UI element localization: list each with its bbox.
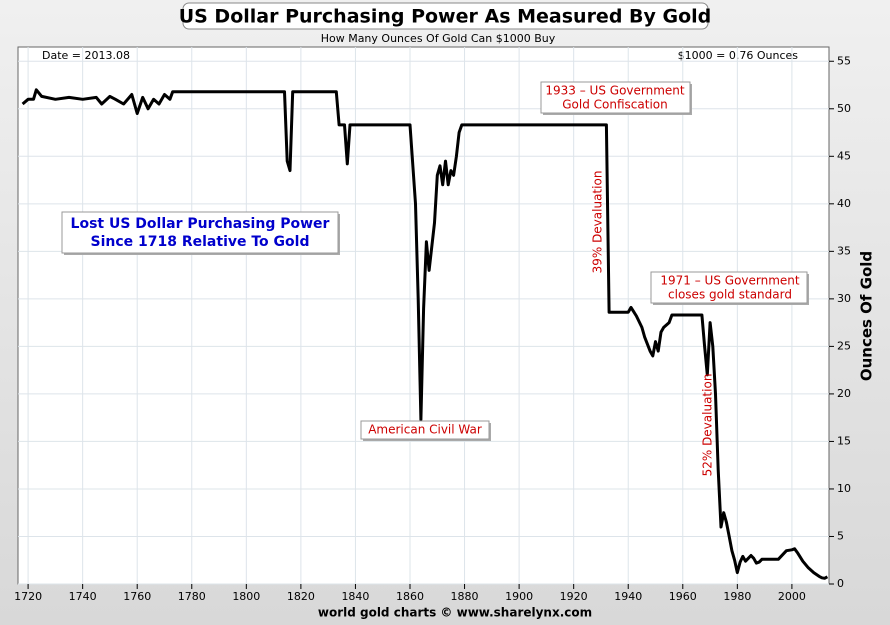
annotation: 1971 – US Government [660,274,800,288]
title-box [182,2,709,30]
annotation: 52% Devaluation [701,374,715,477]
annotation: 39% Devaluation [591,171,605,274]
x-tick-label: 1780 [178,590,206,603]
x-tick-label: 2000 [778,590,806,603]
y-tick-label: 5 [837,529,844,542]
source: world gold charts © www.sharelynx.com [318,606,592,620]
data-line [21,88,829,580]
x-tick-label: 1820 [287,590,315,603]
y-tick-label: 40 [837,197,851,210]
y-tick-label: 15 [837,434,851,447]
y-tick-label: 10 [837,482,851,495]
annotation: 1933 – US Government [545,84,685,98]
x-tick-label: 1880 [451,590,479,603]
subtitle: How Many Ounces Of Gold Can $1000 Buy [321,32,556,45]
x-tick-label: 1800 [232,590,260,603]
annotation: Since 1718 Relative To Gold [91,234,310,250]
x-tick-label: 1720 [14,590,42,603]
y-tick-label: 50 [837,102,851,115]
x-tick-label: 1760 [123,590,151,603]
y-tick-label: 35 [837,244,851,257]
y-axis-label: Ounces Of Gold [858,251,876,381]
annotation-box [360,420,490,440]
y-tick-label: 30 [837,292,851,305]
x-tick-label: 1740 [69,590,97,603]
x-tick-label: 1960 [669,590,697,603]
x-tick-label: 1920 [560,590,588,603]
value-text: $1000 = 0.76 Ounces [678,49,799,62]
x-tick-label: 1840 [341,590,369,603]
x-tick-label: 1980 [723,590,751,603]
y-tick-label: 0 [837,577,844,590]
x-tick-label: 1900 [505,590,533,603]
annotation: American Civil War [368,423,482,437]
y-tick-label: 55 [837,54,851,67]
x-tick-label: 1860 [396,590,424,603]
y-tick-label: 25 [837,339,851,352]
annotation-box [61,211,339,254]
y-tick-label: 45 [837,149,851,162]
chart-title: US Dollar Purchasing Power As Measured B… [179,6,712,28]
date-text: Date = 2013.08 [42,49,130,62]
annotation: Gold Confiscation [562,98,667,112]
annotation-box [540,81,691,114]
y-tick-label: 20 [837,387,851,400]
annotation: closes gold standard [668,288,792,302]
annotation: Lost US Dollar Purchasing Power [71,216,330,232]
annotation-box [650,271,808,304]
x-tick-label: 1940 [614,590,642,603]
